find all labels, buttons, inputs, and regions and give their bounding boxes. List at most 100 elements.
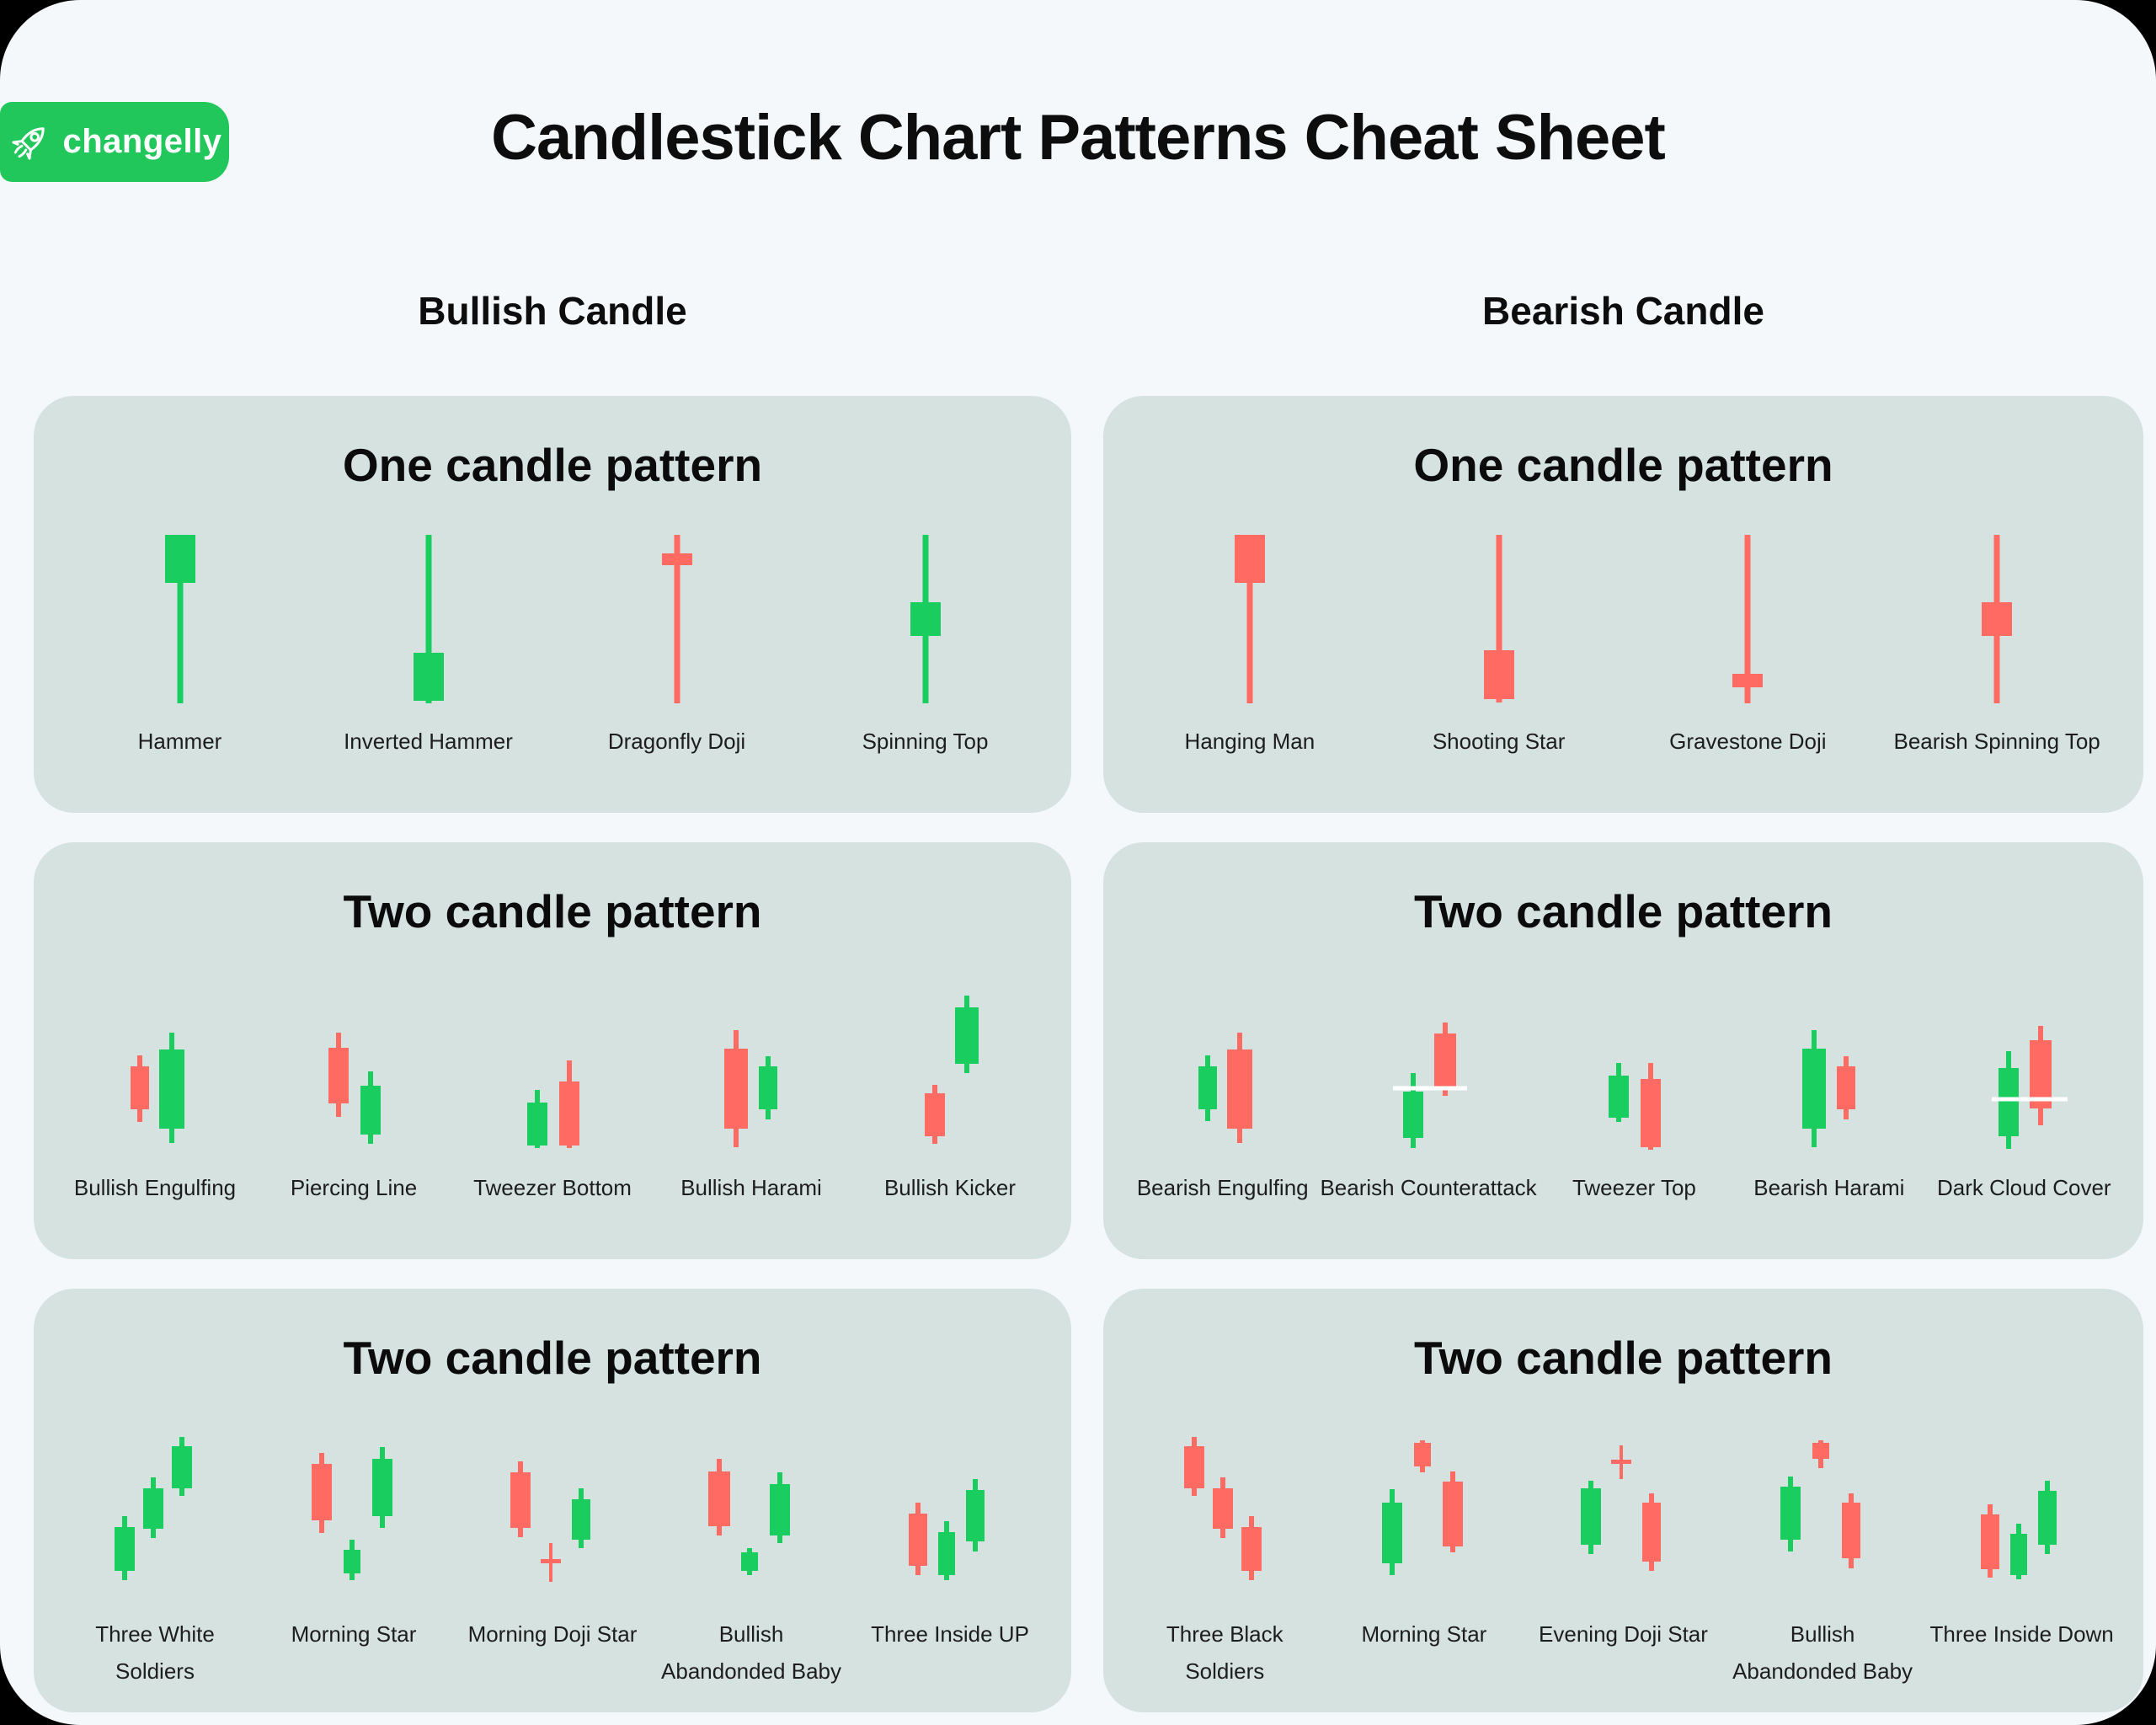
gravestone-doji-drawing xyxy=(1732,535,1764,703)
dark-cloud-cover-drawing xyxy=(1992,1026,2068,1149)
column-heading-bullish: Bullish Candle xyxy=(418,289,687,333)
column-heading-bearish: Bearish Candle xyxy=(1482,289,1764,333)
pattern-morning-doji-star: Morning Doji Star xyxy=(453,1415,652,1690)
page-title: Candlestick Chart Patterns Cheat Sheet xyxy=(491,102,1666,174)
three-inside-down-drawing xyxy=(1980,1481,2057,1579)
pattern-tweezer-bottom: Tweezer Bottom xyxy=(453,969,652,1206)
pattern-label: Dragonfly Doji xyxy=(607,729,746,754)
pattern-label: Spinning Top xyxy=(862,729,989,754)
pattern-morning-star: Morning Star xyxy=(1325,1415,1524,1690)
pattern-label: Morning Doji Star xyxy=(467,1621,638,1647)
pattern-label: Tweezer Bottom xyxy=(473,1175,632,1200)
spinning-top-drawing xyxy=(910,535,941,703)
tweezer-bottom-drawing xyxy=(527,1060,579,1148)
bearish-engulfing-drawing xyxy=(1198,1033,1252,1143)
piercing-line-drawing xyxy=(328,1033,381,1144)
pattern-label: Morning Star xyxy=(1361,1621,1487,1647)
hanging-man-drawing xyxy=(1234,535,1265,703)
pattern-inverted-hammer: Inverted Hammer xyxy=(304,522,552,760)
shooting-star-drawing xyxy=(1483,535,1514,702)
pattern-label: Three White Soldiers xyxy=(95,1621,215,1684)
pattern-label: Bullish Harami xyxy=(680,1175,822,1200)
three-black-soldiers-drawing xyxy=(1184,1437,1262,1580)
three-inside-up-drawing xyxy=(909,1479,985,1580)
pattern-hanging-man: Hanging Man xyxy=(1125,522,1374,760)
patterns-row: Bearish Engulfing Bearish Counterattack Tw… xyxy=(1125,969,2121,1206)
pattern-spinning-top: Spinning Top xyxy=(801,522,1049,760)
logo-text: changelly xyxy=(62,123,222,160)
morning-star-drawing xyxy=(312,1447,392,1580)
pattern-tweezer-top: Tweezer Top xyxy=(1537,969,1732,1206)
panel-bearish-candle-1: One candle pattern Hanging Man Shooting St… xyxy=(1103,396,2143,813)
pattern-label: Hanging Man xyxy=(1184,729,1315,754)
bearish-counterattack-drawing xyxy=(1393,1023,1468,1148)
inverted-hammer-drawing xyxy=(413,535,444,703)
pattern-dark-cloud-cover: Dark Cloud Cover xyxy=(1927,969,2121,1206)
pattern-shooting-star: Shooting Star xyxy=(1374,522,1624,760)
pattern-bullish-abandonded-baby: Bullish Abandonded Baby xyxy=(652,1415,851,1690)
panel-title: One candle pattern xyxy=(342,439,763,491)
pattern-label: Bullish Abandonded Baby xyxy=(1732,1621,1913,1684)
morning-doji-star-drawing xyxy=(510,1461,590,1582)
pattern-bearish-harami: Bearish Harami xyxy=(1732,969,1926,1206)
pattern-label: Morning Star xyxy=(291,1621,417,1647)
bullish-abandonded-baby-drawing xyxy=(1780,1440,1861,1568)
pattern-bullish-abandonded-baby: Bullish Abandonded Baby xyxy=(1723,1415,1923,1690)
panel-title: Two candle pattern xyxy=(1413,1332,1833,1384)
bearish-harami-drawing xyxy=(1801,1030,1855,1147)
hammer-drawing xyxy=(164,535,195,703)
bullish-harami-drawing xyxy=(724,1030,777,1147)
panel-title: Two candle pattern xyxy=(1413,885,1833,937)
panel-title: One candle pattern xyxy=(1413,439,1833,491)
bullish-kicker-drawing xyxy=(925,996,979,1144)
pattern-label: Bearish Harami xyxy=(1753,1175,1905,1200)
bullish-abandonded-baby-drawing xyxy=(708,1459,790,1575)
rocket-icon xyxy=(12,126,45,160)
pattern-label: Shooting Star xyxy=(1432,729,1566,754)
pattern-label: Hammer xyxy=(137,729,222,754)
patterns-row: Bullish Engulfing Piercing Line Tweezer Bo… xyxy=(56,969,1049,1206)
pattern-gravestone-doji: Gravestone Doji xyxy=(1624,522,1873,760)
tweezer-top-drawing xyxy=(1609,1063,1662,1150)
changelly-logo: changelly xyxy=(0,102,229,182)
pattern-bearish-counterattack: Bearish Counterattack xyxy=(1320,969,1537,1206)
evening-doji-star-drawing xyxy=(1581,1445,1662,1571)
pattern-label: Inverted Hammer xyxy=(344,729,513,754)
patterns-row: Three White Soldiers Morning Star Morning D… xyxy=(56,1415,1049,1690)
panel-bullish-candle-2: Two candle pattern Bullish Engulfing Pierc… xyxy=(34,842,1071,1259)
pattern-three-black-soldiers: Three Black Soldiers xyxy=(1125,1415,1325,1690)
pattern-label: Bullish Abandonded Baby xyxy=(661,1621,841,1684)
pattern-label: Piercing Line xyxy=(290,1175,418,1200)
pattern-bearish-engulfing: Bearish Engulfing xyxy=(1125,969,1320,1206)
pattern-three-inside-up: Three Inside UP xyxy=(851,1415,1049,1690)
panels-board: One candle pattern Hammer Inverted Hammer D… xyxy=(34,396,2143,1712)
panel-bearish-candle-3: Two candle pattern Three Black Soldiers Mor… xyxy=(1103,1289,2143,1712)
pattern-label: Tweezer Top xyxy=(1572,1175,1696,1200)
pattern-bullish-harami: Bullish Harami xyxy=(652,969,851,1206)
pattern-label: Dark Cloud Cover xyxy=(1936,1175,2111,1200)
pattern-label: Bullish Kicker xyxy=(883,1175,1017,1200)
pattern-hammer: Hammer xyxy=(56,522,304,760)
pattern-dragonfly-doji: Dragonfly Doji xyxy=(552,522,801,760)
bearish-spinning-top-drawing xyxy=(1982,535,2013,703)
patterns-row: Hammer Inverted Hammer Dragonfly Doji Spinn… xyxy=(56,522,1049,760)
panel-bullish-candle-3: Two candle pattern Three White Soldiers Mor… xyxy=(34,1289,1071,1712)
pattern-morning-star: Morning Star xyxy=(254,1415,453,1690)
pattern-label: Three Black Soldiers xyxy=(1166,1621,1283,1684)
morning-star-drawing xyxy=(1381,1440,1463,1575)
pattern-three-inside-down: Three Inside Down xyxy=(1922,1415,2121,1690)
panel-title: Two candle pattern xyxy=(343,885,762,937)
pattern-label: Three Inside UP xyxy=(871,1621,1029,1647)
pattern-label: Three Inside Down xyxy=(1929,1621,2114,1647)
panel-bullish-candle-1: One candle pattern Hammer Inverted Hammer D… xyxy=(34,396,1071,813)
pattern-label: Bearish Counterattack xyxy=(1320,1175,1537,1200)
pattern-label: Evening Doji Star xyxy=(1539,1621,1708,1647)
pattern-label: Bullish Engulfing xyxy=(73,1175,237,1200)
pattern-label: Gravestone Doji xyxy=(1669,729,1827,754)
pattern-three-white-soldiers: Three White Soldiers xyxy=(56,1415,254,1690)
patterns-row: Hanging Man Shooting Star Gravestone Doji B… xyxy=(1125,522,2121,760)
pattern-label: Bearish Spinning Top xyxy=(1893,729,2100,754)
pattern-evening-doji-star: Evening Doji Star xyxy=(1524,1415,1723,1690)
